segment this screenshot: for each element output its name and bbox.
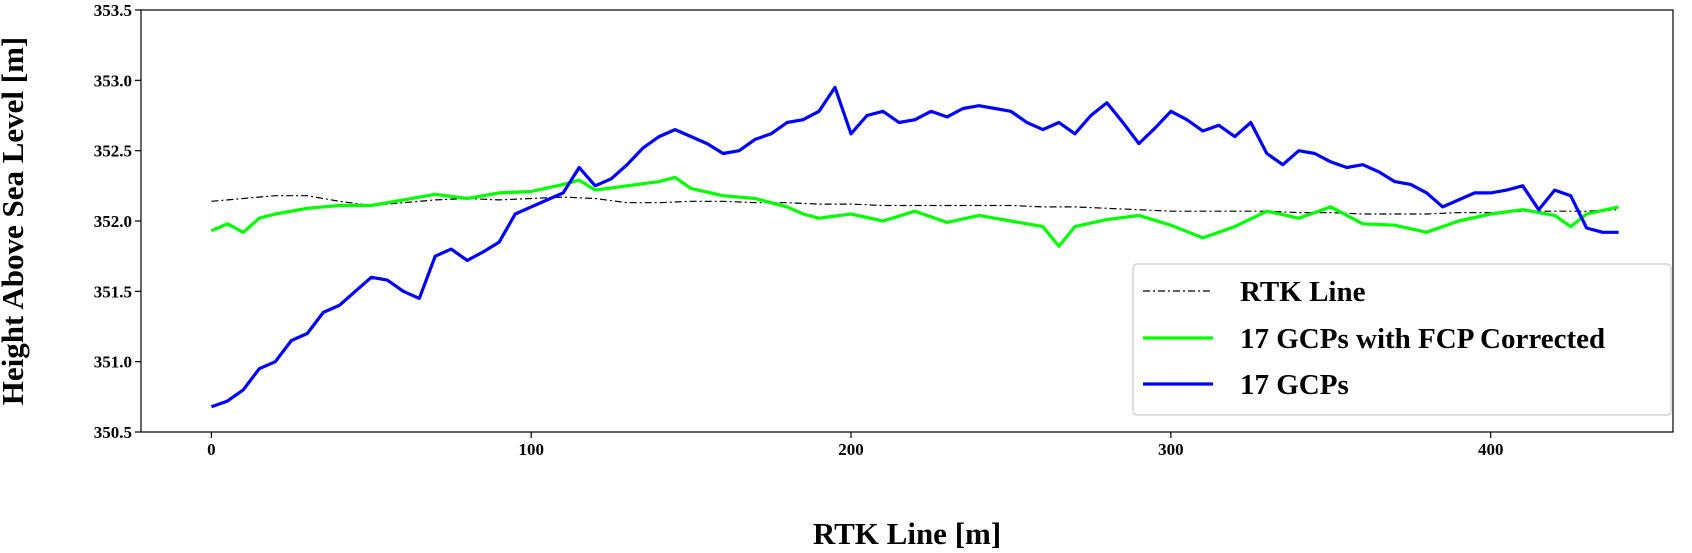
x-tick-label: 100: [518, 440, 544, 459]
y-tick-label: 352.0: [94, 212, 132, 231]
series-layer: [210, 85, 1619, 409]
legend-label: RTK Line: [1240, 276, 1366, 308]
y-axis-title: Height Above Sea Level [m]: [0, 37, 30, 406]
y-tick-label: 353.5: [94, 1, 132, 20]
x-tick-label: 300: [1158, 440, 1184, 459]
y-tick-label: 351.0: [94, 353, 132, 372]
y-tick-label: 352.5: [94, 142, 132, 161]
ticks-layer: 0 100 200 300 400 350.5 351.0 351.5 352.0 352.5 35…: [94, 1, 1504, 459]
y-tick-label: 350.5: [94, 423, 132, 442]
x-tick-label: 0: [207, 440, 216, 459]
legend-items: RTK Line 17 GCPs with FCP Corrected 17 GCP…: [1143, 276, 1605, 401]
series-line-1: [211, 195, 1619, 215]
y-tick-label: 353.0: [94, 71, 132, 90]
x-tick-label: 200: [838, 440, 864, 459]
legend-label: 17 GCPs with FCP Corrected: [1240, 323, 1605, 355]
y-tick-label: 351.5: [94, 282, 132, 301]
legend-label: 17 GCPs: [1240, 369, 1349, 401]
x-tick-label: 400: [1478, 440, 1504, 459]
x-axis-title: RTK Line [m]: [813, 516, 1001, 551]
series-line-3: [210, 85, 1619, 409]
legend: RTK Line 17 GCPs with FCP Corrected 17 GCP…: [1132, 263, 1672, 416]
legend-box: [1132, 263, 1672, 416]
series-line-2: [210, 175, 1619, 248]
